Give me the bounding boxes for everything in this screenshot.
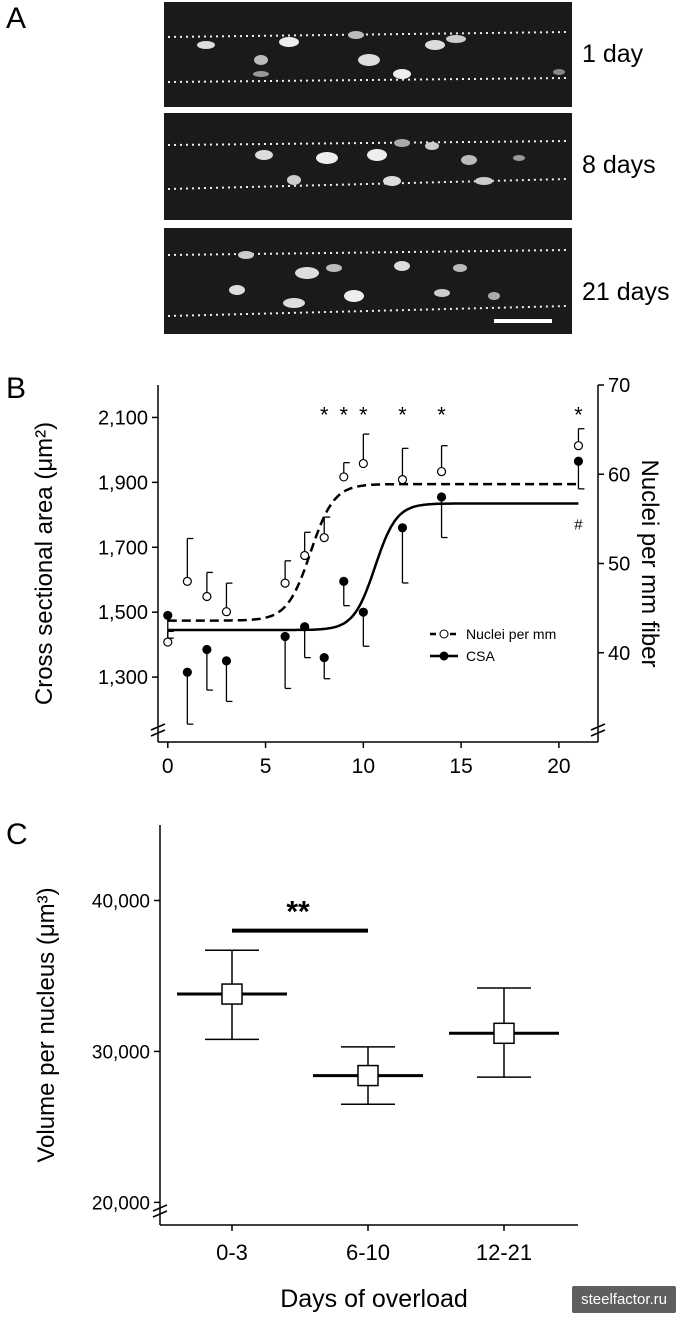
nuclei-data-point	[300, 550, 310, 561]
nuclei-data-point	[358, 458, 368, 469]
chart-b: 0 5 10 15 20 1,300 1,500 1,700 1,900 2,100 40 50 60 7…	[31, 375, 663, 778]
panel-b-letter: B	[6, 372, 27, 405]
y2-tick-label: 60	[608, 464, 630, 486]
x-tick-label: 0	[162, 755, 174, 778]
y-tick-label: 1,700	[98, 537, 148, 559]
x-tick-label: 15	[449, 755, 472, 778]
nuclei-data-point	[280, 578, 290, 588]
axis-break	[152, 1204, 168, 1218]
y-axis-label: Volume per nucleus (μm³)	[33, 887, 60, 1162]
y-tick-label: 20,000	[92, 1193, 150, 1214]
y-tick-label: 1,500	[98, 602, 148, 624]
data-point	[357, 1064, 379, 1087]
significance-star: *	[359, 402, 368, 427]
nuclei-data-point	[202, 591, 212, 602]
axis-break-left	[150, 723, 166, 737]
micrograph-day1-label: 1 day	[582, 40, 644, 68]
x-tick-label: 12-21	[476, 1240, 532, 1265]
y2-tick-label: 50	[608, 554, 630, 576]
panel-c-letter: C	[6, 818, 28, 851]
x-tick-label: 0-3	[216, 1240, 248, 1265]
csa-data-point	[221, 656, 232, 666]
y2-axis-label: Nuclei per mm fiber	[636, 459, 663, 667]
csa-data-point	[339, 576, 349, 586]
nuclei-data-point	[221, 607, 232, 617]
csa-data-point	[397, 523, 408, 533]
x-tick-label: 6-10	[346, 1240, 390, 1265]
micrograph-day8-image	[167, 139, 569, 190]
scale-bar	[494, 319, 552, 323]
micrograph-day21-label: 21 days	[582, 278, 670, 306]
csa-data-point	[436, 492, 447, 502]
significance-star: *	[320, 402, 329, 427]
csa-data-point	[280, 631, 290, 642]
csa-data-point	[358, 607, 368, 617]
csa-data-point	[319, 653, 329, 663]
nuclei-data-point	[339, 472, 349, 482]
significance-star: *	[339, 402, 348, 427]
csa-data-point	[202, 644, 212, 655]
micrograph-day8-label: 8 days	[582, 151, 656, 179]
y-tick-label: 40,000	[92, 891, 150, 912]
nuclei-data-point	[182, 576, 192, 586]
legend-label-csa: CSA	[466, 648, 495, 664]
significance-star: *	[437, 402, 446, 427]
y-axis-label: Cross sectional area (μm²)	[31, 422, 58, 705]
significance-star: *	[574, 402, 583, 427]
y-tick-label: 30,000	[92, 1042, 150, 1063]
legend-label-nuclei: Nuclei per mm	[466, 626, 556, 642]
x-tick-label: 20	[547, 755, 570, 778]
micrograph-day21-image	[167, 249, 569, 323]
csa-data-point	[300, 622, 310, 632]
data-point	[221, 983, 243, 1005]
micrograph-day1-image	[167, 31, 569, 83]
panel-a-letter: A	[6, 2, 27, 35]
y2-tick-label: 40	[608, 643, 630, 665]
fit-curve	[167, 482, 579, 622]
y-tick-label: 2,100	[98, 407, 148, 429]
nuclei-data-point	[319, 533, 329, 543]
nuclei-data-point	[163, 637, 173, 647]
legend-marker-csa	[439, 651, 449, 661]
data-point	[493, 1022, 515, 1045]
significance-hash: #	[574, 516, 583, 533]
fit-curve	[167, 502, 579, 632]
y-tick-label: 1,900	[98, 472, 148, 494]
axis-break-right	[590, 723, 606, 737]
csa-data-point	[573, 456, 584, 466]
x-tick-label: 5	[260, 755, 272, 778]
micrograph-day8	[164, 113, 572, 220]
significance-marker: **	[286, 896, 310, 929]
nuclei-data-point	[436, 466, 447, 477]
y2-tick-label: 70	[608, 375, 630, 397]
csa-data-point	[163, 610, 173, 621]
watermark: steelfactor.ru	[572, 1286, 676, 1313]
nuclei-data-point	[573, 441, 584, 451]
significance-star: *	[398, 402, 407, 427]
y-tick-label: 1,300	[98, 667, 148, 689]
legend-marker-nuclei	[439, 629, 449, 639]
csa-data-point	[182, 667, 192, 677]
x-axis-label: Days of overload	[280, 1285, 468, 1313]
micrograph-day21	[164, 228, 572, 334]
chart-c: 20,000 30,000 40,000 0-3 6-10 12-21 ** Volume p…	[33, 825, 578, 1313]
nuclei-data-point	[397, 475, 408, 485]
x-tick-label: 10	[352, 755, 375, 778]
micrograph-day1	[164, 2, 572, 107]
